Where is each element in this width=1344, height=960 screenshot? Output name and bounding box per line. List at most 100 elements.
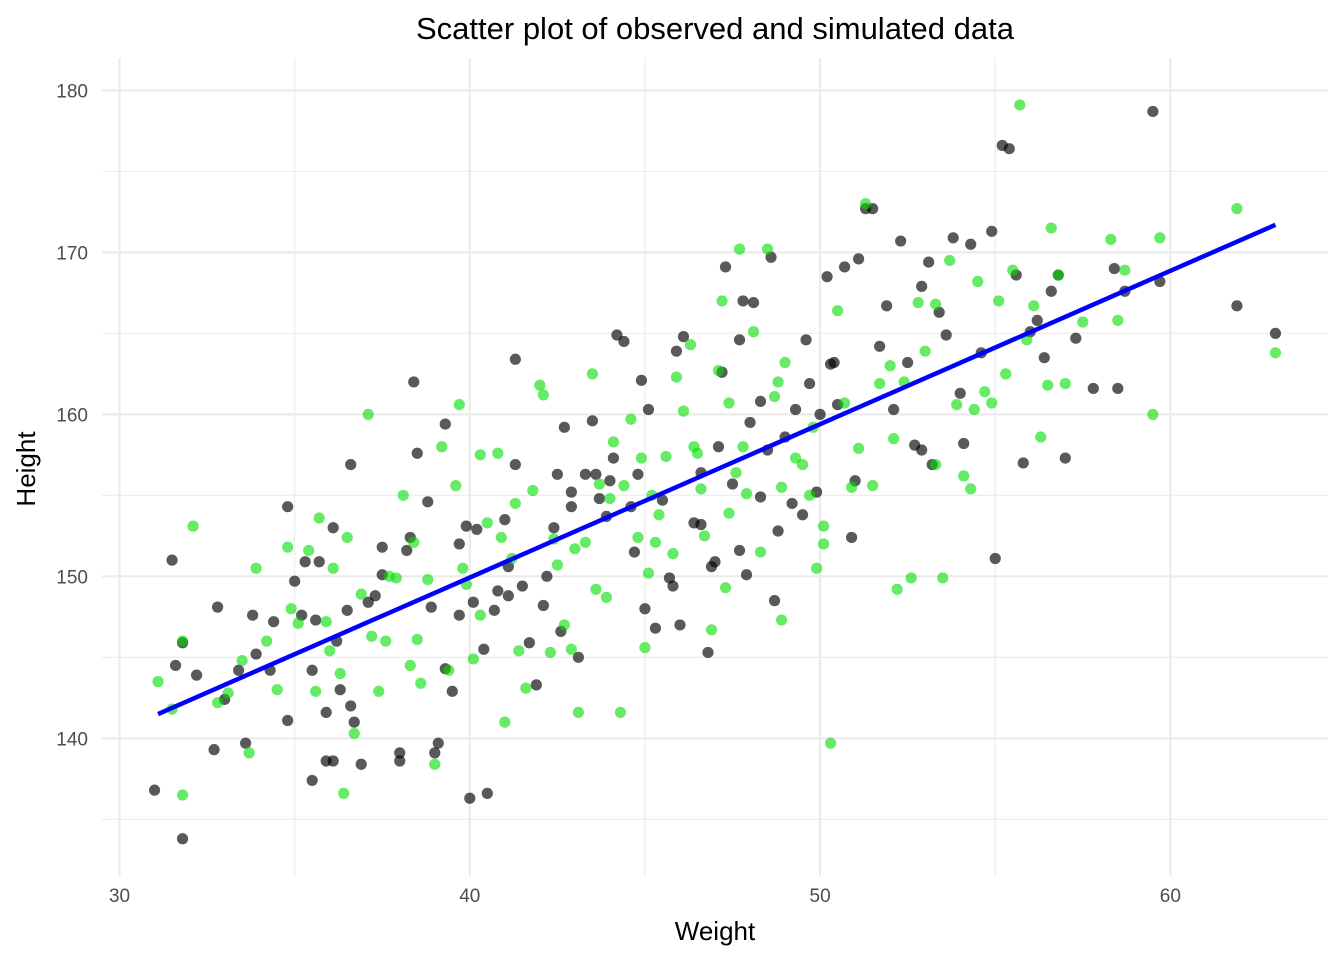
simulated-point [635, 452, 648, 464]
observed-point [548, 522, 560, 534]
simulated-point [653, 509, 665, 521]
observed-point [408, 376, 420, 388]
simulated-point [1045, 222, 1057, 234]
observed-point [310, 614, 322, 626]
simulated-point [1154, 232, 1166, 244]
simulated-point [779, 356, 791, 369]
simulated-point [867, 480, 879, 492]
simulated-point [614, 706, 627, 719]
observed-point [282, 714, 294, 727]
simulated-point [415, 677, 427, 689]
simulated-point [310, 685, 322, 697]
observed-point [737, 295, 749, 307]
observed-point [947, 232, 959, 244]
observed-point [422, 496, 434, 508]
observed-point [565, 501, 577, 513]
simulated-point [604, 492, 616, 505]
observed-point [439, 418, 451, 430]
observed-point [523, 637, 535, 649]
simulated-point [860, 198, 872, 210]
simulated-point [579, 536, 591, 548]
observed-point [268, 616, 280, 628]
x-tick-label: 50 [810, 886, 831, 907]
observed-point [772, 525, 784, 537]
observed-point [355, 758, 367, 770]
y-tick-label: 170 [56, 243, 88, 264]
observed-point [446, 685, 458, 697]
observed-point [989, 552, 1001, 565]
simulated-point [513, 645, 525, 657]
simulated-point [383, 570, 395, 582]
observed-point [425, 601, 437, 613]
observed-point [1059, 452, 1071, 464]
simulated-point [408, 536, 420, 548]
simulated-point [320, 616, 332, 628]
simulated-point [846, 481, 858, 493]
simulated-point [965, 483, 977, 495]
simulated-point [355, 588, 367, 600]
observed-point [828, 356, 840, 369]
simulated-point [817, 520, 830, 532]
simulated-point [176, 635, 189, 647]
simulated-point [348, 727, 360, 740]
observed-point [712, 441, 725, 453]
simulated-point [271, 684, 283, 696]
simulated-point [324, 645, 336, 657]
observed-point [306, 774, 318, 787]
observed-point [169, 659, 182, 672]
observed-point [327, 522, 339, 534]
simulated-point [642, 567, 655, 579]
simulated-point [639, 642, 651, 654]
simulated-point [1042, 379, 1054, 391]
observed-point [586, 415, 599, 427]
observed-point [853, 253, 865, 265]
simulated-point [474, 609, 486, 621]
simulated-point [250, 562, 262, 574]
observed-point [916, 444, 928, 456]
observed-point [1017, 457, 1029, 469]
observed-point [747, 296, 760, 309]
observed-point [1031, 314, 1043, 327]
observed-point [579, 468, 591, 480]
simulated-point [373, 685, 385, 697]
observed-point [632, 468, 644, 480]
simulated-point [723, 507, 735, 519]
simulated-point [436, 441, 448, 453]
simulated-point [474, 449, 486, 461]
observed-point [394, 755, 406, 767]
simulated-point [341, 531, 353, 544]
observed-point [565, 486, 577, 498]
observed-point [345, 458, 357, 471]
observed-point [821, 271, 833, 283]
simulated-point [509, 497, 521, 510]
simulated-point [660, 450, 672, 463]
simulated-point [1000, 368, 1012, 380]
simulated-point [499, 716, 511, 728]
simulated-point [958, 470, 970, 482]
observed-point [593, 492, 606, 505]
simulated-point [457, 562, 469, 574]
simulated-point [905, 572, 917, 584]
simulated-point [334, 667, 346, 680]
observed-point [796, 509, 809, 521]
observed-point [429, 747, 441, 759]
simulated-point [824, 737, 837, 749]
simulated-point [534, 379, 546, 391]
simulated-point [618, 480, 630, 492]
observed-point [733, 544, 746, 557]
observed-point [639, 603, 651, 615]
observed-point [306, 664, 318, 676]
observed-point [705, 561, 718, 573]
observed-point [916, 280, 928, 292]
simulated-point [236, 654, 248, 667]
observed-point [208, 744, 220, 756]
simulated-point [313, 512, 325, 524]
observed-point [313, 556, 325, 568]
simulated-point [453, 399, 465, 411]
simulated-point [380, 635, 392, 647]
observed-point [874, 340, 886, 352]
observed-point [176, 833, 189, 845]
observed-point [902, 356, 914, 369]
simulated-point [839, 397, 851, 409]
observed-point [558, 421, 570, 433]
